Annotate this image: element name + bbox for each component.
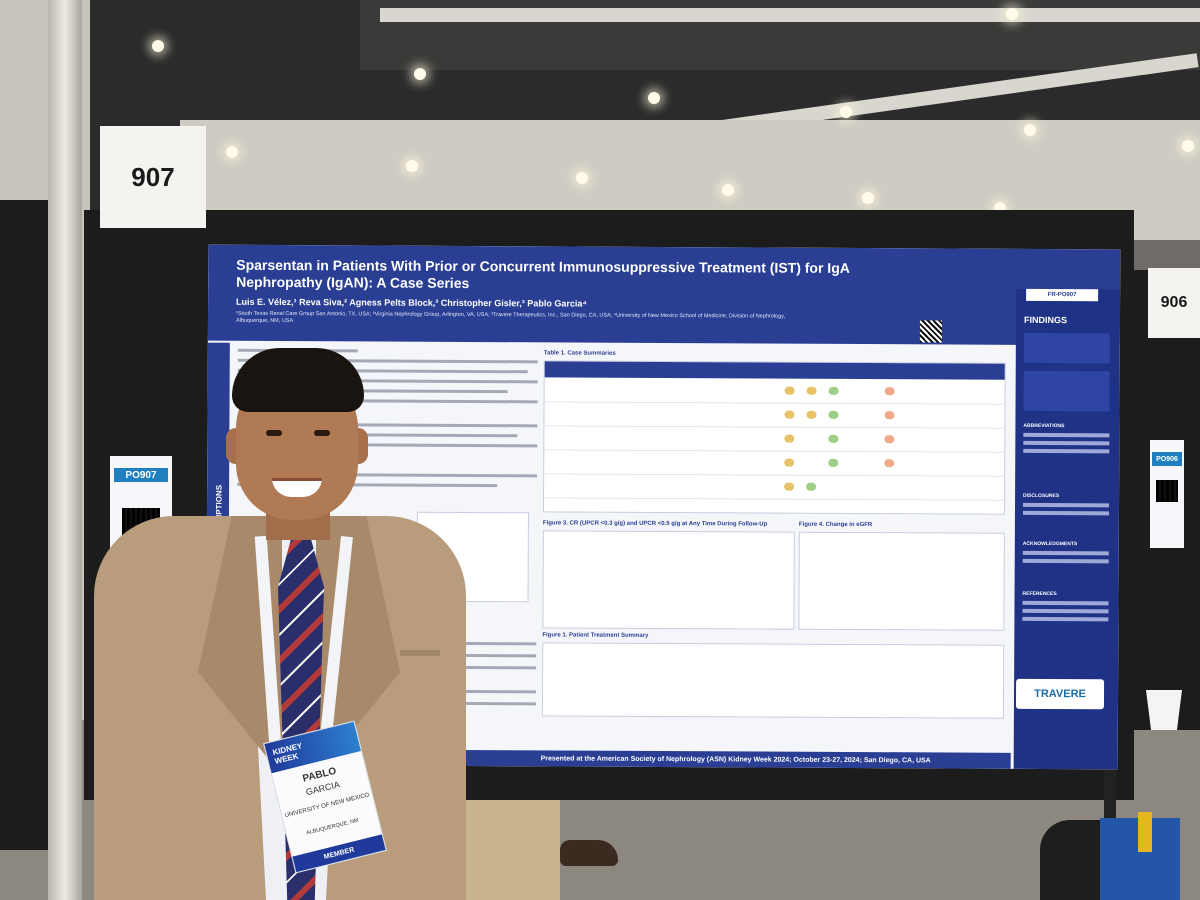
- table-row: [544, 379, 1005, 405]
- sidebar-text: [1022, 510, 1109, 516]
- table-row: [544, 403, 1005, 429]
- ceiling-light: [862, 192, 874, 204]
- ceiling-light: [406, 160, 418, 172]
- badge-event-name: KIDNEY WEEK: [272, 741, 306, 766]
- table-value-marker: [806, 410, 817, 419]
- table-value-marker: [806, 386, 817, 395]
- poster-number-label: PO907: [114, 468, 168, 482]
- sidebar-text: [1023, 440, 1110, 446]
- sidebar-text: [1022, 608, 1109, 614]
- ceiling-light: [226, 146, 238, 158]
- poster-affiliations: ¹South Texas Renal Care Group San Antoni…: [235, 310, 786, 325]
- paper-cup: [1146, 690, 1182, 730]
- table-value-marker: [784, 434, 795, 443]
- table-value-marker: [828, 458, 839, 467]
- table-row: [544, 475, 1005, 501]
- ceiling-light: [1024, 124, 1036, 136]
- tote-bag-handle: [1138, 812, 1152, 852]
- poster-authors: Luis E. Vélez,¹ Reva Siva,² Agness Pelts…: [236, 296, 587, 309]
- presenter: [90, 340, 470, 900]
- table-value-marker: [784, 458, 795, 467]
- smile: [272, 478, 322, 497]
- poster-code: FR-PO907: [1026, 288, 1099, 302]
- booth-sign-907: 907: [100, 126, 206, 228]
- figure-1-title: Figure 1. Patient Treatment Summary: [542, 632, 649, 639]
- table-value-marker: [828, 434, 839, 443]
- table-row: [544, 451, 1005, 477]
- table-value-marker: [784, 410, 795, 419]
- finding-box: [1023, 370, 1110, 412]
- table-value-marker: [884, 459, 895, 468]
- poster-title: Sparsentan in Patients With Prior or Con…: [236, 256, 850, 291]
- figure-3-box: [542, 530, 795, 630]
- figure-3-title: Figure 3. CR (UPCR <0.3 g/g) and UPCR <0…: [542, 520, 768, 528]
- poster-number-card-right: PO906: [1150, 440, 1184, 548]
- poster-header: Sparsentan in Patients With Prior or Con…: [207, 244, 1121, 346]
- sidebar-text: [1022, 600, 1109, 606]
- table-value-marker: [884, 435, 895, 444]
- ceiling-light: [1006, 8, 1018, 20]
- table-value-marker: [828, 386, 839, 395]
- figure-1-box: [541, 642, 1005, 719]
- ceiling-light: [722, 184, 734, 196]
- ceiling-light: [1182, 140, 1194, 152]
- ceiling-light: [648, 92, 660, 104]
- support-pole: [48, 0, 82, 900]
- finding-box: [1023, 332, 1110, 364]
- sidebar-text: [1022, 550, 1109, 556]
- table-value-marker: [828, 410, 839, 419]
- poster-number-label: PO906: [1152, 452, 1182, 466]
- table-value-marker: [884, 387, 895, 396]
- sidebar-heading: DISCLOSURES: [1023, 492, 1060, 500]
- left-poster-board: [0, 200, 48, 850]
- eye-left: [266, 430, 282, 436]
- poster-qr-code: [919, 320, 942, 343]
- table-value-marker: [784, 386, 795, 395]
- table-value-marker: [806, 482, 817, 491]
- background-person-shoe: [560, 840, 618, 866]
- sidebar-text: [1023, 432, 1110, 438]
- table-header-row: [544, 361, 1005, 380]
- table-1-title: Table 1. Case Summaries: [543, 350, 616, 357]
- sidebar-text: [1023, 502, 1110, 508]
- travere-logo: TRAVERE: [1015, 678, 1105, 710]
- figure-4-box: [798, 531, 1005, 631]
- findings-heading: FINDINGS: [1023, 314, 1068, 326]
- ceiling-light: [576, 172, 588, 184]
- sidebar-text: [1023, 448, 1110, 454]
- ceiling-beam: [380, 8, 1200, 22]
- eye-right: [314, 430, 330, 436]
- sidebar-heading: REFERENCES: [1022, 590, 1057, 598]
- figure-4-title: Figure 4. Change in eGFR: [798, 521, 873, 529]
- sidebar-text: [1022, 558, 1109, 564]
- jacket-pocket: [400, 650, 440, 656]
- table-value-marker: [884, 411, 895, 420]
- hair: [232, 348, 364, 412]
- case-summary-table: [542, 360, 1006, 515]
- ceiling-light: [414, 68, 426, 80]
- sidebar-heading: ACKNOWLEDGMENTS: [1022, 540, 1078, 548]
- table-row: [544, 427, 1005, 453]
- sidebar-text: [1022, 616, 1109, 622]
- sidebar-heading: ABBREVIATIONS: [1023, 422, 1065, 430]
- ceiling-light: [840, 106, 852, 118]
- poster-findings-sidebar: FINDINGS ABBREVIATIONS DISCLOSURES ACKNO…: [1013, 288, 1121, 770]
- poster-footer: Presented at the American Society of Nep…: [460, 749, 1011, 769]
- booth-sign-906: 906: [1148, 268, 1200, 338]
- qr-code-icon: [1156, 480, 1178, 502]
- table-value-marker: [784, 482, 795, 491]
- ceiling-light: [152, 40, 164, 52]
- badge-city: ALBUQUERQUE, NM: [305, 817, 360, 837]
